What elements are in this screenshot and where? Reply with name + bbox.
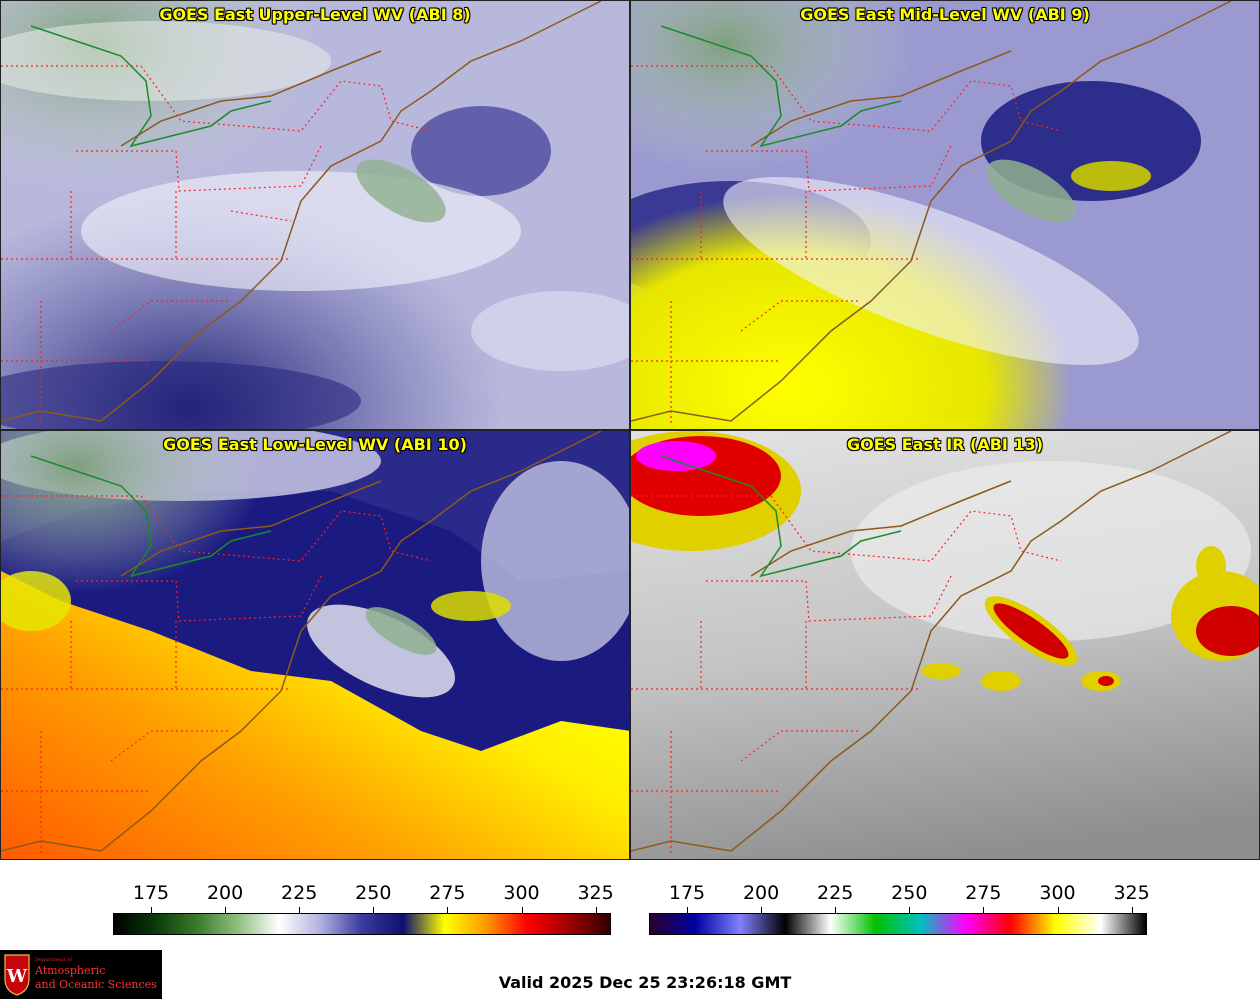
ir-colorbar-ticks: 175 200 225 250 275 300 325 [649,882,1150,913]
logo-line1: Atmospheric [35,964,106,977]
wv-tick-mark [225,907,227,913]
ir-tick-label: 175 [668,882,706,904]
ir-tick-label: 325 [1113,882,1150,904]
wv-tick-mark [373,907,375,913]
panel-title: GOES East Low-Level WV (ABI 10) [163,435,467,454]
svg-text:W: W [6,966,28,987]
wv-tick-mark [521,907,523,913]
ir-tick-label: 250 [891,882,928,904]
ir-tick-mark [835,907,837,913]
panel-ir: GOES East IR (ABI 13) [630,430,1260,860]
panel-title: GOES East Mid-Level WV (ABI 9) [800,5,1090,24]
logo-dept-text: Department of [35,957,72,963]
panel-title: GOES East IR (ABI 13) [846,435,1044,454]
panel-upper-level-wv: GOES East Upper-Level WV (ABI 8) [0,0,630,430]
ir-tick-label: 200 [742,882,780,904]
logo-line2: and Oceanic Sciences [35,978,157,991]
low-level-wv-image [1,431,629,859]
ir-tick-label: 225 [817,882,854,904]
wv-tick-label: 225 [281,882,318,904]
uw-crest-icon: W [4,954,30,996]
valid-time: Valid 2025 Dec 25 23:26:18 GMT [498,973,792,992]
wv-tick-label: 250 [355,882,392,904]
wv-tick-label: 175 [132,882,170,904]
panel-title: GOES East Upper-Level WV (ABI 8) [159,5,471,24]
wv-tick-mark [595,907,597,913]
ir-tick-label: 275 [965,882,1002,904]
wv-tick-mark [299,907,301,913]
ir-tick-mark [983,907,985,913]
ir-tick-mark [687,907,688,913]
ir-tick-mark [1131,907,1133,913]
wv-tick-label: 325 [577,882,614,904]
wv-tick-mark [447,907,449,913]
ir-colorbar [649,913,1147,935]
wv-tick-mark [151,907,152,913]
mid-level-wv-image [631,1,1259,429]
ir-tick-mark [909,907,911,913]
wv-tick-label: 300 [503,882,540,904]
ir-tick-label: 300 [1039,882,1076,904]
panel-mid-level-wv: GOES East Mid-Level WV (ABI 9) [630,0,1260,430]
wv-tick-label: 275 [429,882,466,904]
ir-tick-mark [1057,907,1059,913]
aos-logo: W Department of Atmospheric and Oceanic … [0,950,162,999]
upper-level-wv-image [1,1,629,429]
panel-low-level-wv: GOES East Low-Level WV (ABI 10) [0,430,630,860]
ir-tick-mark [761,907,763,913]
wv-colorbar [113,913,611,935]
wv-colorbar-ticks: 175 200 225 250 275 300 325 [113,882,614,913]
wv-tick-label: 200 [206,882,244,904]
ir-image [631,431,1259,859]
